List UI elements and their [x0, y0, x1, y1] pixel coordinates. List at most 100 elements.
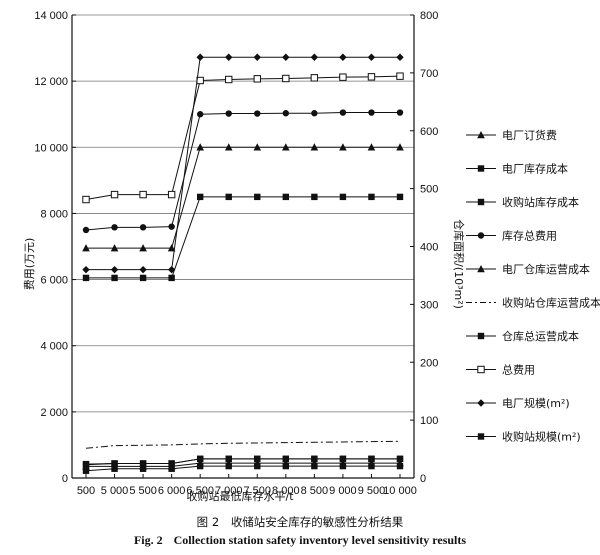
- data-point: [167, 244, 176, 252]
- legend-label: 电厂规模(m²): [502, 396, 570, 410]
- legend-label: 电厂库存成本: [502, 162, 568, 176]
- x-tick-label: 8 000: [272, 485, 300, 497]
- data-point: [196, 53, 204, 61]
- legend-marker: [477, 399, 485, 407]
- data-point: [82, 244, 90, 252]
- legend-label: 电厂订货费: [502, 128, 557, 142]
- data-point: [282, 143, 290, 151]
- legend-item: 库存总费用: [466, 229, 557, 243]
- figure-caption-en: Fig. 2 Collection station safety invento…: [0, 533, 600, 548]
- data-point: [82, 195, 90, 204]
- legend-label: 仓库总运营成本: [502, 329, 579, 343]
- data-point: [311, 110, 318, 117]
- data-point: [339, 462, 347, 470]
- data-point: [396, 143, 404, 151]
- series-line: [86, 146, 400, 249]
- series-line: [85, 465, 400, 472]
- series-line: [85, 112, 400, 231]
- data-point: [167, 265, 176, 274]
- data-point: [310, 74, 319, 82]
- series-9: [82, 53, 404, 274]
- figure-title-cn: 收储站安全库存的敏感性分析结果: [230, 515, 404, 529]
- series-line: [85, 458, 400, 466]
- legend-marker: [477, 232, 485, 239]
- series-10: [82, 455, 404, 468]
- legend-item: 收购站规模(m²): [466, 430, 581, 444]
- data-point: [282, 53, 290, 61]
- data-point: [139, 190, 147, 199]
- legend-label: 总费用: [502, 363, 535, 377]
- x-tick-label: 9 000: [329, 485, 357, 497]
- series-line: [86, 196, 400, 279]
- data-point: [110, 244, 119, 252]
- x-ticks: 500 5 000 5 500 6 000 6 500 7 000 7 500 8 000 8 …: [77, 474, 417, 497]
- x-tick-label: 7 500: [244, 485, 272, 497]
- data-point: [311, 455, 318, 463]
- data-point: [253, 75, 261, 83]
- data-point: [253, 53, 261, 61]
- data-point: [311, 462, 318, 470]
- data-point: [225, 193, 232, 201]
- data-point: [168, 460, 175, 467]
- data-point: [339, 53, 347, 61]
- x-tick-label: 9 500: [358, 485, 386, 497]
- x-tick-label: 6 000: [158, 485, 186, 497]
- data-point: [310, 53, 319, 61]
- legend-marker: [477, 198, 485, 206]
- figure-number-en: Fig. 2: [133, 533, 163, 547]
- y-right-ticks: 0 100 200 300 400 500 600 700 800: [410, 10, 438, 485]
- series-line: [86, 462, 400, 467]
- series-3: [82, 193, 404, 282]
- data-point: [396, 193, 404, 201]
- y-right-tick-label: 500: [420, 184, 438, 196]
- data-point: [282, 110, 290, 117]
- data-point: [311, 193, 318, 201]
- data-point: [196, 143, 204, 151]
- legend-item: 仓库总运营成本: [466, 329, 579, 343]
- figure-caption-cn: 图 2 收储站安全库存的敏感性分析结果: [0, 514, 600, 530]
- legend-label: 收购站仓库运营成本: [502, 296, 600, 310]
- data-point: [368, 193, 375, 201]
- data-point: [139, 460, 147, 467]
- data-point: [367, 73, 376, 81]
- series-8: [82, 72, 404, 204]
- data-point: [168, 465, 175, 472]
- y-right-tick-label: 100: [420, 415, 438, 427]
- x-tick-label: 8 500: [301, 485, 329, 497]
- data-point: [310, 143, 319, 151]
- data-point: [254, 462, 261, 470]
- data-point: [196, 455, 204, 463]
- legend-marker: [477, 165, 485, 172]
- data-point: [110, 190, 119, 199]
- data-point: [254, 110, 261, 117]
- figure-number-cn: 图 2: [196, 515, 220, 529]
- data-point: [139, 274, 147, 282]
- data-point: [196, 462, 204, 470]
- data-point: [82, 226, 90, 234]
- data-point: [82, 461, 90, 468]
- data-point: [339, 109, 347, 116]
- series-6: [85, 440, 401, 449]
- data-point: [282, 74, 290, 83]
- data-point: [254, 193, 261, 201]
- x-tick-label: 6 500: [186, 485, 214, 497]
- x-axis-title: 收购站最低库存水平/t: [186, 489, 294, 503]
- legend: 电厂订货费电厂库存成本收购站库存成本库存总费用电厂仓库运营成本收购站仓库运营成本…: [466, 128, 600, 444]
- x-tick-label: 500: [77, 485, 95, 497]
- series-5: [82, 143, 404, 252]
- data-point: [168, 274, 175, 282]
- x-tick-label: 10 000: [383, 485, 417, 497]
- legend-marker: [477, 332, 485, 340]
- legend-item: 电厂订货费: [466, 128, 557, 142]
- data-point: [396, 455, 404, 463]
- y-left-axis-title: 费用(万元): [23, 238, 36, 291]
- data-point: [282, 193, 290, 201]
- data-point: [367, 143, 376, 151]
- y-right-tick-label: 200: [420, 357, 438, 369]
- legend-item: 收购站仓库运营成本: [466, 296, 600, 310]
- x-tick-label: 5 000: [101, 485, 129, 497]
- data-point: [196, 76, 204, 85]
- series-line: [86, 56, 400, 271]
- y-left-tick-label: 4 000: [40, 341, 68, 353]
- y-right-tick-label: 600: [420, 126, 438, 138]
